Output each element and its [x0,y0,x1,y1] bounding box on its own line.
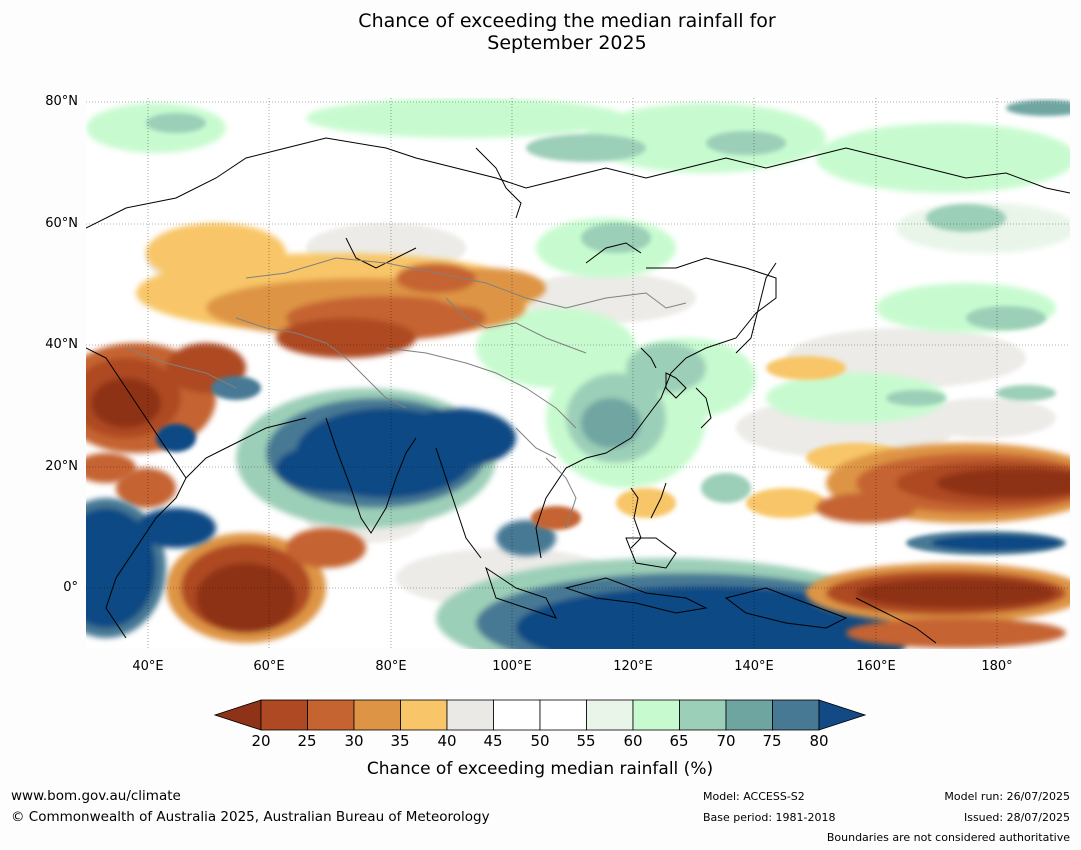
colorbar [214,699,866,731]
model-run-date: Model run: 26/07/2025 [944,790,1070,803]
lat-label-60n: 60°N [45,216,78,231]
lon-label-160e: 160°E [856,659,896,674]
colorbar-tick: 45 [483,732,503,750]
colorbar-tick: 30 [344,732,364,750]
colorbar-tick: 25 [297,732,317,750]
gridlines [86,98,1070,649]
website-link[interactable]: www.bom.gov.au/climate [11,788,181,804]
colorbar-extend-high [818,699,866,731]
colorbar-extend-low [214,699,262,731]
issued-date: Issued: 28/07/2025 [963,811,1070,824]
model-name: Model: ACCESS-S2 [703,790,805,803]
colorbar-cell [307,699,355,731]
map-svg [86,98,1070,649]
colorbar-tick: 65 [669,732,689,750]
lat-label-80n: 80°N [45,94,78,109]
colorbar-tick: 80 [809,732,829,750]
colorbar-cell [353,699,401,731]
lon-label-180: 180° [981,659,1013,674]
chart-title: Chance of exceeding the median rainfall … [358,10,776,54]
colorbar-cell [539,699,587,731]
lon-label-80e: 80°E [375,659,407,674]
base-period: Base period: 1981-2018 [703,811,836,824]
colorbar-label: Chance of exceeding median rainfall (%) [366,759,714,779]
lat-label-40n: 40°N [45,337,78,352]
colorbar-tick: 20 [251,732,271,750]
lat-label-20n: 20°N [45,459,78,474]
rainfall-outlook-map [86,98,1070,649]
colorbar-cell [586,699,634,731]
colorbar-cell [493,699,541,731]
copyright-text: © Commonwealth of Australia 2025, Austra… [11,809,490,825]
colorbar-cell [260,699,308,731]
colorbar-cell [400,699,448,731]
lon-label-40e: 40°E [132,659,164,674]
colorbar-cell [772,699,820,731]
colorbar-cell [632,699,680,731]
colorbar-cell [725,699,773,731]
lon-label-60e: 60°E [253,659,285,674]
colorbar-tick: 50 [530,732,550,750]
colorbar-cell [679,699,727,731]
lat-label-0: 0° [63,580,78,595]
colorbar-tick: 75 [762,732,782,750]
lon-label-100e: 100°E [492,659,532,674]
boundaries-disclaimer: Boundaries are not considered authoritat… [826,831,1070,844]
colorbar-cells [260,699,820,731]
lon-label-120e: 120°E [613,659,653,674]
rainfall-probability-field [86,98,1070,649]
colorbar-tick: 40 [437,732,457,750]
colorbar-tick: 60 [623,732,643,750]
national-boundaries [125,257,687,529]
coastlines [86,137,1070,644]
colorbar-tick: 70 [716,732,736,750]
colorbar-cell [446,699,494,731]
colorbar-tick: 55 [576,732,596,750]
lon-label-140e: 140°E [734,659,774,674]
colorbar-tick: 35 [390,732,410,750]
